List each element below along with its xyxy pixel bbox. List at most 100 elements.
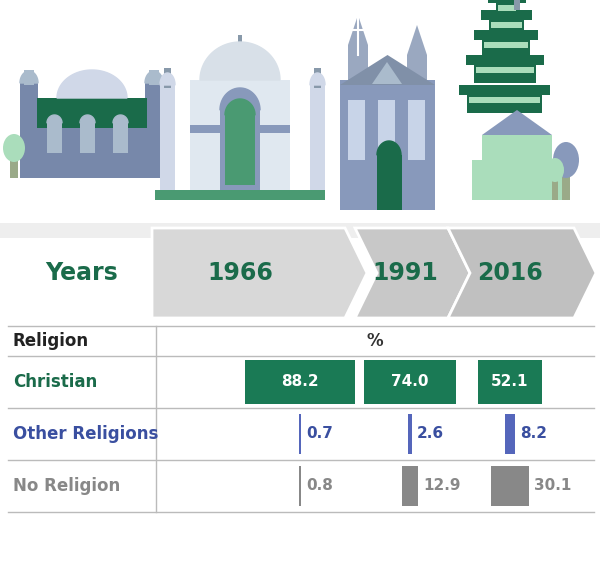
Bar xyxy=(225,115,255,185)
Bar xyxy=(377,155,402,210)
Bar xyxy=(469,97,540,103)
Text: 1966: 1966 xyxy=(207,261,273,285)
Bar xyxy=(220,110,260,190)
Bar xyxy=(491,22,522,28)
Polygon shape xyxy=(372,62,402,84)
Text: 1991: 1991 xyxy=(372,261,438,285)
Polygon shape xyxy=(377,141,401,155)
Bar xyxy=(348,100,365,160)
Bar xyxy=(496,0,518,21)
Polygon shape xyxy=(113,115,128,123)
Bar xyxy=(474,55,536,83)
Bar xyxy=(113,123,128,153)
Polygon shape xyxy=(482,110,552,135)
Bar xyxy=(245,360,355,404)
Bar xyxy=(160,85,175,190)
Polygon shape xyxy=(355,228,470,318)
Text: Years: Years xyxy=(46,261,118,285)
Text: 0.7: 0.7 xyxy=(306,426,333,442)
Ellipse shape xyxy=(546,158,564,182)
Text: 2016: 2016 xyxy=(477,261,543,285)
Bar xyxy=(310,85,325,190)
Bar xyxy=(482,135,552,165)
Bar xyxy=(190,125,290,133)
Bar xyxy=(37,98,147,178)
Bar xyxy=(364,360,456,404)
Bar xyxy=(0,223,600,238)
Bar xyxy=(149,70,159,85)
Text: 8.2: 8.2 xyxy=(520,426,547,442)
Bar xyxy=(20,83,38,178)
Bar xyxy=(466,55,544,65)
Bar xyxy=(378,100,395,160)
Bar xyxy=(459,85,550,95)
Bar xyxy=(482,30,530,58)
Text: No Religion: No Religion xyxy=(13,477,120,495)
Bar xyxy=(47,123,62,153)
Bar xyxy=(24,70,34,85)
Bar xyxy=(491,466,529,506)
Bar xyxy=(552,175,558,200)
Bar xyxy=(478,360,542,404)
Bar xyxy=(562,170,570,200)
Polygon shape xyxy=(225,99,255,115)
Text: Religion: Religion xyxy=(13,332,89,350)
Bar xyxy=(348,45,368,85)
Text: 88.2: 88.2 xyxy=(281,374,319,390)
Polygon shape xyxy=(220,88,260,110)
Bar xyxy=(238,35,242,80)
Bar xyxy=(474,30,538,40)
Bar xyxy=(299,466,301,506)
Polygon shape xyxy=(310,73,325,85)
Bar xyxy=(514,0,520,10)
Bar xyxy=(489,10,524,38)
Text: 2.6: 2.6 xyxy=(416,426,444,442)
Polygon shape xyxy=(448,228,596,318)
Bar xyxy=(314,68,321,88)
Polygon shape xyxy=(348,15,368,45)
Bar xyxy=(505,414,515,454)
Polygon shape xyxy=(57,70,127,98)
Bar xyxy=(190,80,290,190)
Bar xyxy=(299,414,301,454)
Polygon shape xyxy=(348,100,365,112)
Bar xyxy=(472,160,562,200)
Polygon shape xyxy=(20,71,38,83)
Bar xyxy=(155,190,325,200)
Bar xyxy=(407,55,427,83)
Text: 0.8: 0.8 xyxy=(306,479,333,494)
Polygon shape xyxy=(200,42,280,80)
Text: Other Religions: Other Religions xyxy=(13,425,158,443)
Polygon shape xyxy=(152,228,367,318)
Bar xyxy=(409,414,412,454)
Text: 74.0: 74.0 xyxy=(391,374,429,390)
Bar xyxy=(498,5,516,11)
Polygon shape xyxy=(47,115,62,123)
Polygon shape xyxy=(378,100,395,112)
Text: Christian: Christian xyxy=(13,373,97,391)
Text: 52.1: 52.1 xyxy=(491,374,529,390)
Bar xyxy=(408,100,425,160)
Bar xyxy=(481,10,532,20)
Bar xyxy=(80,123,95,153)
Bar xyxy=(402,466,418,506)
Text: %: % xyxy=(367,332,383,350)
Bar xyxy=(476,67,534,73)
Polygon shape xyxy=(80,115,95,123)
Ellipse shape xyxy=(3,134,25,162)
Text: 12.9: 12.9 xyxy=(423,479,461,494)
Polygon shape xyxy=(145,71,163,83)
Polygon shape xyxy=(160,73,175,85)
Bar xyxy=(484,42,528,48)
Bar xyxy=(488,0,526,3)
Text: 30.1: 30.1 xyxy=(534,479,571,494)
Bar xyxy=(37,98,147,128)
Bar xyxy=(467,85,542,113)
Bar xyxy=(10,153,18,178)
Polygon shape xyxy=(407,25,427,55)
Bar xyxy=(0,0,600,228)
Polygon shape xyxy=(408,100,425,112)
Polygon shape xyxy=(340,55,435,85)
Bar xyxy=(340,80,435,210)
Bar xyxy=(145,83,163,178)
